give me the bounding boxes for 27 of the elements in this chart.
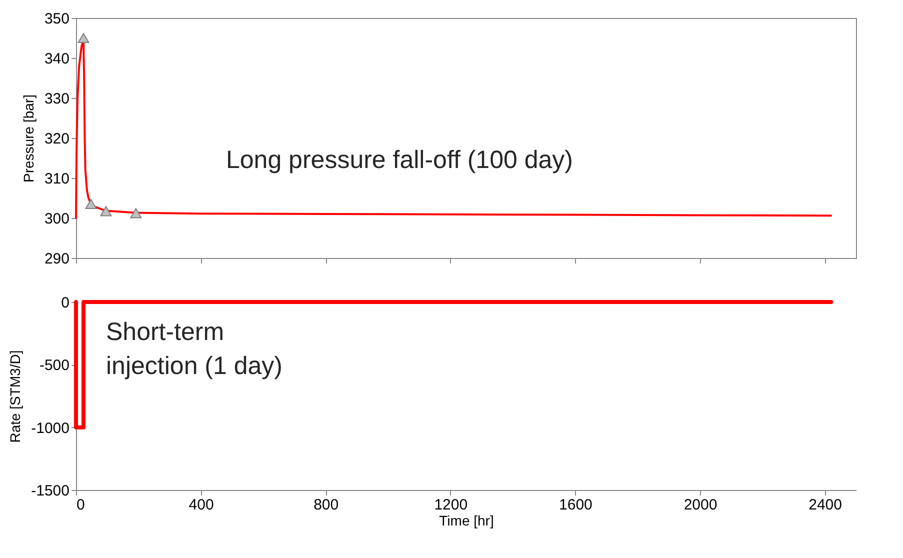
y-tick-label: 330 bbox=[44, 90, 70, 108]
x-tick-label: 800 bbox=[314, 496, 339, 514]
x-tick-label: 1200 bbox=[434, 496, 468, 514]
point bbox=[85, 198, 97, 210]
x-tick-label: 2000 bbox=[684, 496, 718, 514]
y-axis-title: Rate [STM3/D] bbox=[7, 350, 24, 443]
y-tick-label: -500 bbox=[39, 357, 70, 374]
y-axis-title: Pressure [bar] bbox=[20, 94, 36, 182]
y-tick-label: -1500 bbox=[31, 482, 70, 500]
annotation: Long pressure fall-off (100 day) bbox=[226, 146, 573, 174]
x-tick-label: 1600 bbox=[559, 496, 592, 514]
y-tick-label: 0 bbox=[61, 294, 70, 312]
x-tick-label: 400 bbox=[188, 496, 214, 514]
y-tick-label: 290 bbox=[44, 250, 70, 268]
y-tick-label: 320 bbox=[44, 130, 70, 148]
x-tick-label: 2400 bbox=[808, 496, 842, 514]
x-tick-label: 0 bbox=[76, 496, 85, 514]
y-tick-label: -1000 bbox=[31, 420, 70, 437]
y-tick-label: 310 bbox=[44, 170, 70, 188]
y-tick-label: 350 bbox=[44, 10, 70, 28]
y-tick-label: 340 bbox=[44, 50, 70, 68]
point bbox=[78, 32, 90, 44]
point bbox=[100, 206, 112, 216]
annotation: Short-term injection (1 day) bbox=[106, 318, 282, 380]
point bbox=[130, 208, 142, 218]
y-tick-label: 300 bbox=[44, 210, 70, 228]
x-axis-title: Time [hr] bbox=[439, 512, 494, 528]
